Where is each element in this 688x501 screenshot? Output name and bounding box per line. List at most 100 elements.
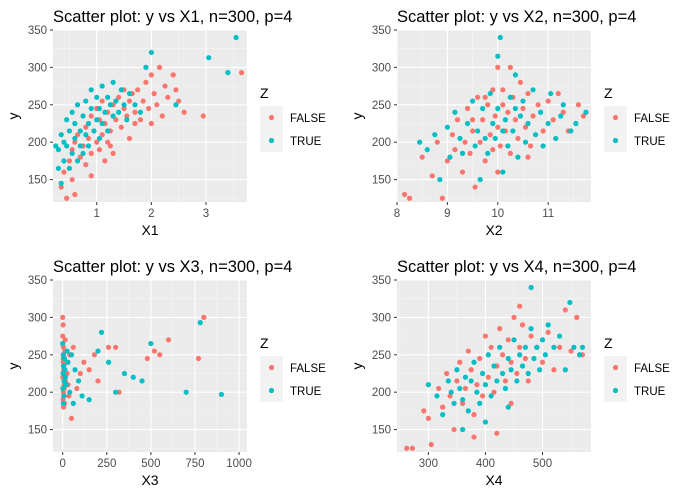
data-point-false: [406, 195, 413, 201]
data-point-true: [173, 102, 179, 108]
legend-label: FALSE: [634, 363, 670, 375]
data-point-true: [63, 382, 69, 388]
data-point-true: [502, 385, 509, 392]
data-point-false: [472, 184, 478, 190]
data-point-false: [181, 109, 187, 115]
data-point-true: [551, 344, 557, 350]
data-point-true: [451, 400, 457, 406]
data-point-false: [421, 408, 427, 414]
data-point-true: [462, 374, 469, 380]
data-point-false: [132, 120, 138, 127]
data-point-false: [173, 87, 179, 93]
data-point-true: [537, 367, 543, 373]
data-point-false: [74, 385, 80, 392]
data-point-true: [66, 165, 72, 171]
data-point-true: [440, 412, 446, 418]
data-point-true: [206, 55, 212, 61]
data-point-true: [560, 102, 566, 108]
data-point-true: [530, 87, 536, 93]
legend-swatch: [268, 364, 275, 371]
legend-swatch: [268, 114, 275, 121]
data-point-false: [511, 314, 517, 320]
data-point-false: [460, 400, 466, 406]
data-point-true: [495, 53, 501, 59]
data-point-false: [135, 87, 141, 93]
data-point-false: [444, 158, 450, 164]
data-point-false: [535, 102, 541, 108]
data-point-true: [485, 352, 491, 358]
data-point-true: [74, 102, 81, 108]
data-point-false: [162, 83, 168, 89]
data-point-true: [74, 158, 81, 164]
data-point-false: [508, 400, 514, 406]
data-point-false: [522, 124, 529, 130]
data-point-true: [469, 98, 476, 104]
data-point-false: [575, 102, 582, 108]
data-point-true: [64, 143, 70, 149]
data-point-false: [454, 378, 460, 384]
data-point-true: [445, 378, 451, 384]
data-point-false: [126, 98, 133, 104]
data-point-true: [548, 90, 554, 97]
y-axis-label: y: [349, 363, 365, 370]
x-tick-label: 2: [148, 208, 154, 220]
data-point-false: [151, 348, 158, 354]
data-point-true: [562, 367, 568, 373]
data-point-false: [88, 113, 94, 119]
data-point-false: [444, 370, 450, 377]
data-point-false: [494, 430, 500, 436]
data-point-false: [505, 337, 511, 343]
data-point-true: [454, 367, 460, 373]
data-point-false: [551, 367, 557, 373]
data-point-true: [121, 370, 128, 377]
data-point-true: [72, 135, 78, 142]
data-point-true: [58, 180, 64, 186]
data-point-false: [562, 307, 568, 313]
data-point-false: [434, 139, 440, 145]
data-point-false: [140, 98, 146, 104]
chart-svg: Scatter plot: y vs X3, n=300, p=4 0 250 500…: [5, 258, 326, 488]
data-point-false: [102, 158, 108, 164]
y-axis-label: y: [5, 363, 21, 370]
panel-x3: Scatter plot: y vs X3, n=300, p=4 0 250 500…: [0, 250, 344, 500]
x-tick-label: 500: [533, 458, 552, 470]
data-point-true: [79, 393, 85, 399]
data-point-false: [502, 378, 509, 384]
data-point-true: [94, 94, 100, 100]
data-point-false: [505, 109, 511, 115]
data-point-true: [490, 120, 496, 127]
data-point-true: [571, 344, 577, 350]
data-point-false: [477, 139, 483, 145]
data-point-false: [68, 415, 75, 421]
data-point-true: [567, 299, 573, 306]
data-point-true: [579, 344, 586, 350]
data-point-false: [568, 348, 574, 354]
data-point-false: [488, 344, 494, 350]
data-point-false: [540, 128, 546, 134]
data-point-false: [124, 113, 130, 119]
data-point-true: [464, 120, 471, 127]
legend-swatch: [612, 387, 619, 394]
data-point-false: [525, 378, 531, 384]
data-point-true: [105, 128, 111, 134]
data-point-false: [512, 117, 519, 123]
data-point-false: [95, 378, 101, 384]
data-point-true: [67, 389, 73, 395]
data-point-false: [60, 314, 66, 320]
data-point-false: [151, 90, 157, 97]
data-point-false: [60, 333, 66, 339]
data-point-false: [70, 344, 76, 350]
data-point-false: [490, 147, 496, 153]
data-point-false: [62, 337, 68, 343]
data-point-true: [479, 370, 486, 377]
data-point-false: [468, 367, 474, 373]
y-tick-label: 200: [28, 137, 47, 149]
data-point-true: [88, 87, 94, 93]
data-point-false: [86, 367, 92, 373]
data-point-false: [195, 355, 202, 362]
data-point-false: [497, 143, 503, 149]
data-point-true: [488, 393, 494, 399]
data-point-false: [500, 87, 506, 93]
x-tick-label: 1: [94, 208, 100, 220]
y-tick-label: 350: [372, 275, 391, 287]
